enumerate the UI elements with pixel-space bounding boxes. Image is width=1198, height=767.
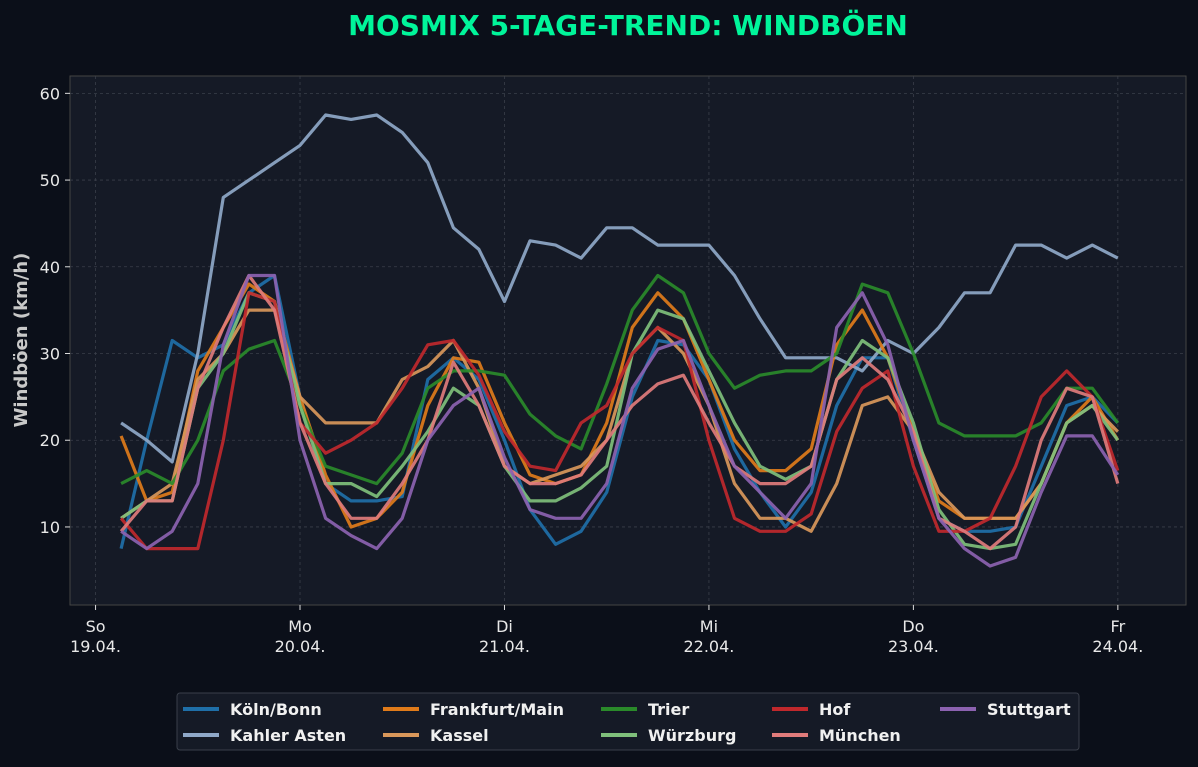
- chart-title: MOSMIX 5-TAGE-TREND: WINDBÖEN: [348, 8, 908, 42]
- x-tick-day: Mo: [288, 617, 312, 636]
- x-tick-date: 21.04.: [479, 637, 530, 656]
- legend-label: Stuttgart: [987, 700, 1071, 719]
- legend-label: Trier: [648, 700, 689, 719]
- y-axis: 10 20 30 40 50 60: [40, 84, 70, 537]
- legend-label: Frankfurt/Main: [430, 700, 564, 719]
- legend-label: München: [819, 726, 901, 745]
- y-tick-label: 50: [40, 171, 60, 190]
- legend-label: Würzburg: [648, 726, 736, 745]
- x-tick-day: Mi: [700, 617, 718, 636]
- legend-label: Kassel: [430, 726, 489, 745]
- x-tick-day: So: [86, 617, 106, 636]
- legend-label: Kahler Asten: [230, 726, 346, 745]
- y-tick-label: 40: [40, 258, 60, 277]
- y-tick-label: 60: [40, 84, 60, 103]
- x-tick-date: 20.04.: [275, 637, 326, 656]
- x-tick-day: Do: [902, 617, 924, 636]
- x-tick-date: 24.04.: [1092, 637, 1143, 656]
- legend-label: Hof: [819, 700, 851, 719]
- x-tick-day: Di: [496, 617, 513, 636]
- y-tick-label: 10: [40, 518, 60, 537]
- y-tick-label: 20: [40, 431, 60, 450]
- series-lines: [119, 113, 1120, 568]
- series-line-8: [120, 273, 1120, 568]
- y-axis-label: Windböen (km/h): [11, 253, 32, 428]
- x-tick-date: 19.04.: [70, 637, 121, 656]
- x-tick-date: 22.04.: [683, 637, 734, 656]
- x-tick-day: Fr: [1111, 617, 1126, 636]
- series-line-1: [120, 113, 1119, 464]
- legend: Köln/Bonn Kahler Asten Frankfurt/Main Kasse…: [183, 700, 1071, 745]
- legend-label: Köln/Bonn: [230, 700, 322, 719]
- x-tick-date: 23.04.: [888, 637, 939, 656]
- grid: [70, 76, 1186, 605]
- y-tick-label: 30: [40, 345, 60, 364]
